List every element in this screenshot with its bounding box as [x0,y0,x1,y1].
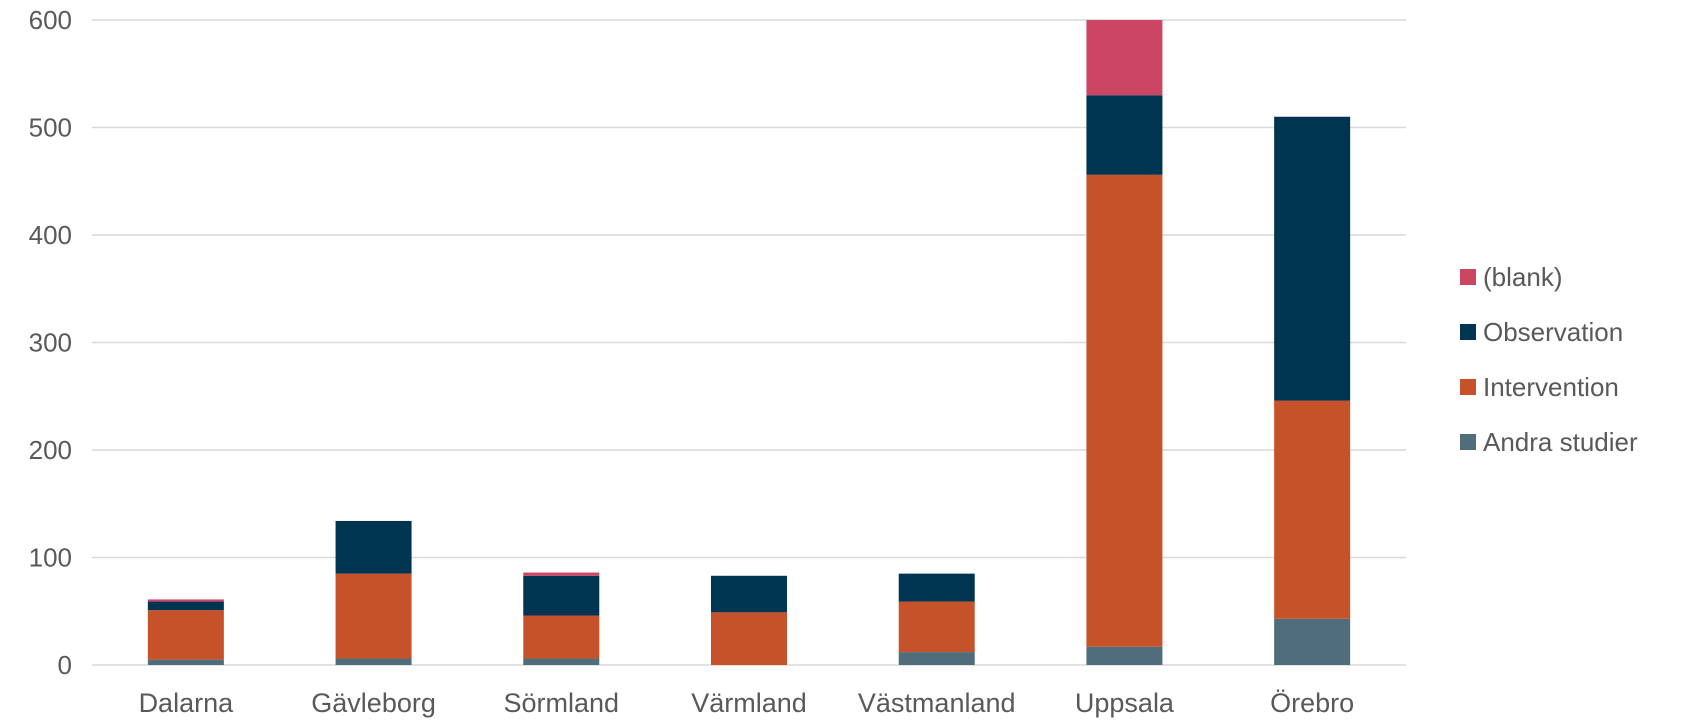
x-category-label: Värmland [691,688,807,718]
y-tick-label: 500 [29,113,72,143]
y-tick-label: 600 [29,5,72,35]
legend-label: Observation [1483,317,1623,347]
bar-segment-intervention-5 [1086,174,1163,647]
bar-segment-observation-2 [523,575,600,616]
legend: (blank) Observation Intervention Andra stud… [1460,262,1638,457]
y-tick-label: 0 [58,650,72,680]
bar-segment-andrastudier-2 [523,658,600,665]
legend-label: Andra studier [1483,427,1638,457]
bar-segment-intervention-0 [147,610,224,660]
bar-segment-andrastudier-0 [147,659,224,665]
bar-segment-blank-5 [1086,20,1163,96]
bar-segment-observation-5 [1086,95,1163,175]
x-category-label: Västmanland [858,688,1016,718]
y-tick-label: 200 [29,435,72,465]
bar-segment-blank-0 [147,599,224,602]
legend-swatch [1460,379,1476,395]
bar-segment-intervention-1 [335,573,412,659]
y-tick-label: 100 [29,543,72,573]
bar-segment-intervention-4 [898,601,975,653]
x-category-label: Örebro [1270,688,1354,718]
bar-segment-andrastudier-4 [898,652,975,665]
bar-segment-intervention-6 [1274,400,1351,619]
bar-segment-andrastudier-6 [1274,618,1351,665]
y-axis-ticks: 0 100 200 300 400 500 600 [29,5,72,680]
x-category-label: Uppsala [1075,688,1175,718]
y-tick-label: 300 [29,328,72,358]
bar-segment-observation-4 [898,573,975,602]
x-axis-labels: Dalarna Gävleborg Sörmland Värmland Västmanl… [139,688,1355,718]
bar-segment-andrastudier-1 [335,658,412,665]
legend-swatch [1460,269,1476,285]
bar-segment-intervention-3 [711,612,787,665]
legend-swatch [1460,434,1476,450]
legend-swatch [1460,324,1476,340]
x-category-label: Sörmland [504,688,620,718]
bar-segment-blank-2 [523,572,600,576]
legend-label: (blank) [1483,262,1562,292]
x-category-label: Dalarna [139,688,235,718]
bar-segment-observation-6 [1274,116,1351,401]
x-category-label: Gävleborg [311,688,436,718]
bar-segment-observation-1 [335,520,412,574]
bar-segment-observation-3 [711,575,787,613]
legend-label: Intervention [1483,372,1619,402]
bar-segment-intervention-2 [523,615,600,659]
bars [147,20,1351,665]
gridlines [92,19,1406,666]
bar-segment-andrastudier-5 [1086,646,1163,665]
y-tick-label: 400 [29,220,72,250]
bar-segment-observation-0 [147,601,224,611]
